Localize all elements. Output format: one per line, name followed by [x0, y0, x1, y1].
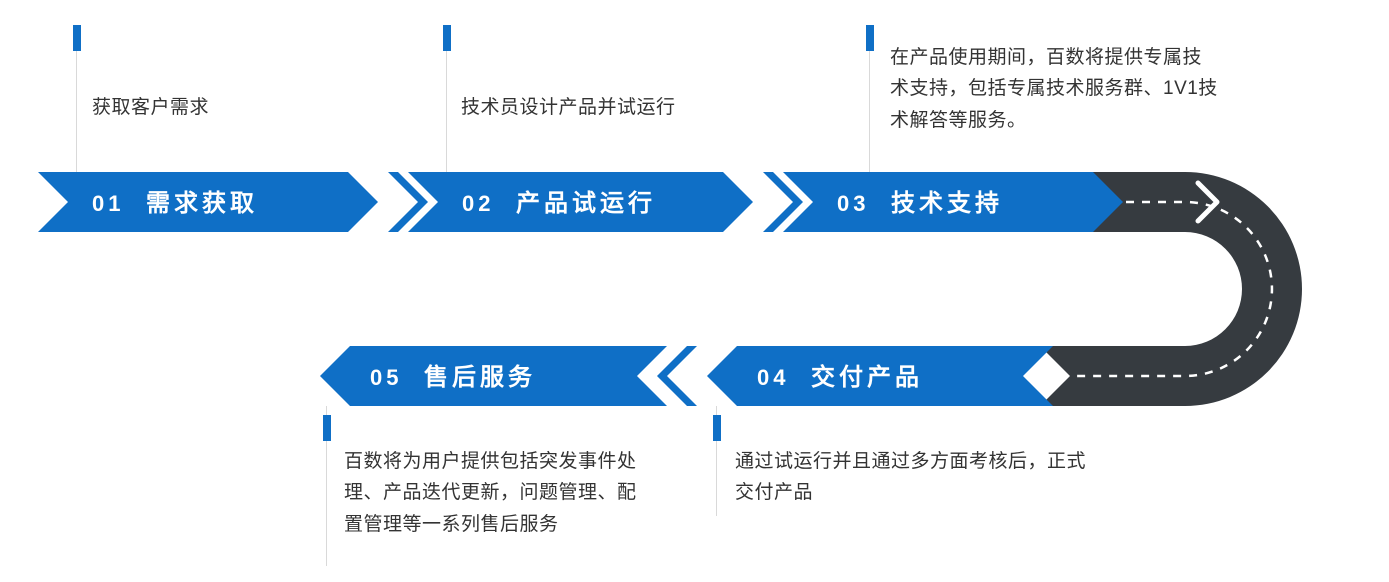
step-title-5: 售后服务 [424, 363, 536, 391]
process-flow-diagram: 获取客户需求 技术员设计产品并试运行 在产品使用期间，百数将提供专属技术支持，包… [0, 0, 1389, 582]
tick-marker [713, 415, 721, 441]
step-desc-5: 百数将为用户提供包括突发事件处理、产品迭代更新，问题管理、配置管理等一系列售后服… [344, 446, 644, 540]
flow-svg: 01 需求获取 02 产品试运行 03 技术支持 04 交付产品 05 售后服务 [0, 0, 1389, 582]
chevron-icon [657, 346, 697, 406]
step-num-1: 01 [92, 191, 124, 216]
step-num-4: 04 [757, 365, 789, 390]
step-title-3: 技术支持 [891, 190, 1003, 217]
step-title-2: 产品试运行 [516, 189, 656, 217]
tick-marker [323, 415, 331, 441]
step-num-3: 03 [837, 191, 869, 216]
step-num-5: 05 [370, 365, 402, 390]
step-desc-4: 通过试运行并且通过多方面考核后，正式交付产品 [735, 446, 1105, 509]
step-title-4: 交付产品 [811, 363, 923, 391]
step-num-2: 02 [462, 191, 494, 216]
step-title-1: 需求获取 [146, 190, 258, 217]
